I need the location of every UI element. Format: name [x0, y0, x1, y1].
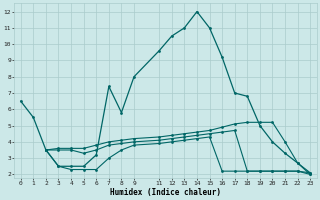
X-axis label: Humidex (Indice chaleur): Humidex (Indice chaleur): [110, 188, 221, 197]
